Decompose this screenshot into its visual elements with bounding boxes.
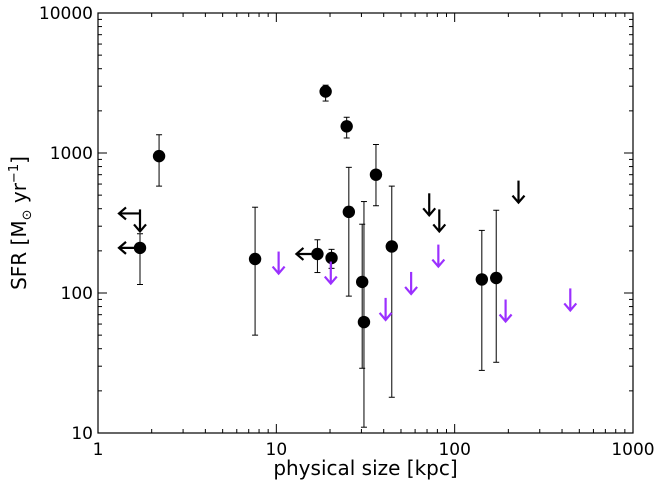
sfr-upper-limit-arrow — [323, 261, 338, 286]
y-tick-label: 10000 — [39, 4, 93, 24]
data-point — [319, 84, 332, 102]
arrow-head — [133, 223, 147, 234]
y-tick-label: 1000 — [50, 144, 93, 164]
x-tick-label: 10 — [266, 440, 288, 460]
point-marker — [490, 271, 503, 285]
arrow-head — [563, 302, 578, 313]
data-point — [340, 116, 353, 139]
point-marker — [248, 252, 262, 266]
point-marker — [369, 168, 383, 181]
data-point — [490, 209, 503, 363]
size-upper-limit-arrow — [117, 241, 141, 255]
y-axis-label: SFR [M⊙ yr−1] — [7, 156, 35, 290]
data-point — [311, 239, 324, 274]
sfr-upper-limit-arrow — [378, 297, 393, 322]
arrow-head — [431, 258, 446, 269]
plot-frame — [97, 12, 634, 434]
axis-ticks — [97, 13, 633, 434]
data-point — [475, 229, 489, 371]
data-point — [357, 201, 371, 428]
data-point — [325, 248, 338, 269]
point-marker — [340, 120, 353, 133]
arrow-head — [498, 313, 513, 324]
sfr-upper-limit-arrow — [404, 271, 418, 296]
arrow-head — [511, 194, 526, 205]
sfr-upper-limit-arrow — [422, 193, 437, 218]
data-point — [385, 185, 398, 398]
arrow-head — [422, 207, 437, 218]
arrow-head — [117, 206, 127, 221]
point-marker — [319, 85, 332, 98]
y-tick-label: 100 — [61, 284, 93, 304]
arrow-head — [294, 247, 305, 261]
size-upper-limit-arrow — [294, 247, 318, 261]
point-marker — [357, 315, 371, 329]
sfr-upper-limit-arrow — [511, 180, 526, 205]
sfr-upper-limit-arrow — [133, 209, 147, 234]
data-point — [342, 166, 356, 297]
x-tick-label: 100 — [438, 440, 470, 460]
sfr-upper-limit-arrow — [431, 244, 446, 269]
point-marker — [342, 205, 356, 219]
point-marker — [152, 149, 166, 163]
data-point — [248, 206, 262, 336]
y-tick-label: 10 — [71, 424, 93, 444]
arrow-head — [432, 223, 447, 234]
sfr-upper-limit-arrow — [498, 299, 513, 324]
data-point — [152, 134, 166, 187]
data-point — [369, 144, 383, 207]
sfr-upper-limit-arrow — [432, 209, 447, 234]
arrow-head — [378, 312, 393, 322]
sfr-upper-limit-arrow — [271, 251, 286, 276]
point-marker — [475, 273, 489, 286]
size-upper-limit-arrow — [117, 206, 141, 221]
x-axis-label: physical size [kpc] — [273, 456, 457, 480]
sfr-upper-limit-arrow — [563, 288, 578, 313]
data-point — [133, 233, 147, 286]
arrow-head — [271, 265, 286, 276]
x-tick-label: 1000 — [611, 440, 654, 460]
arrow-head — [117, 241, 127, 255]
arrow-head — [323, 275, 338, 286]
point-marker — [355, 275, 369, 289]
point-marker — [385, 240, 398, 253]
arrow-head — [404, 286, 418, 296]
x-tick-label: 1 — [93, 440, 104, 460]
data-marks — [117, 84, 578, 428]
point-marker — [325, 251, 338, 265]
data-point — [355, 223, 369, 369]
